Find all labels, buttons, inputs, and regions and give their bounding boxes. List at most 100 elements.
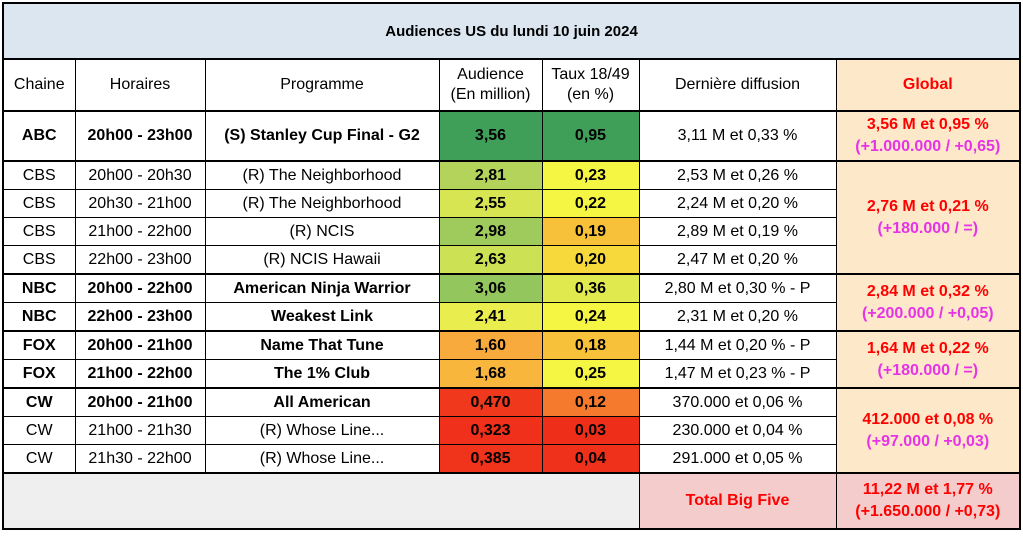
header-horaires: Horaires (74, 58, 206, 112)
cell-programme: Name That Tune (204, 330, 440, 360)
cell-taux: 0,36 (541, 273, 640, 303)
cell-derniere-diffusion: 1,44 M et 0,20 % - P (638, 330, 837, 360)
cell-derniere-diffusion: 1,47 M et 0,23 % - P (638, 359, 837, 389)
cell-horaires: 21h00 - 22h00 (74, 217, 206, 246)
cell-programme: (R) The Neighborhood (204, 189, 440, 218)
cell-derniere-diffusion: 2,31 M et 0,20 % (638, 302, 837, 332)
cell-taux: 0,23 (541, 160, 640, 190)
cell-audience: 2,81 (438, 160, 543, 190)
cell-chaine: NBC (2, 302, 76, 332)
cell-programme: (S) Stanley Cup Final - G2 (204, 110, 440, 162)
cell-horaires: 20h00 - 20h30 (74, 160, 206, 190)
header-audience-line1: Audience (457, 66, 524, 83)
table-row: CBS 20h30 - 21h00 (R) The Neighborhood 2… (2, 189, 1020, 218)
header-global: Global (835, 58, 1022, 112)
cell-taux: 0,95 (541, 110, 640, 162)
table-row: NBC 20h00 - 22h00 American Ninja Warrior… (2, 273, 1022, 332)
cell-derniere-diffusion: 2,53 M et 0,26 % (638, 160, 837, 190)
cell-programme: (R) The Neighborhood (204, 160, 440, 190)
cell-horaires: 20h00 - 21h00 (74, 387, 206, 417)
header-programme: Programme (204, 58, 440, 112)
global-nbc-line1: 2,84 M et 0,32 % (866, 282, 989, 300)
global-fox-line2: (+180.000 / =) (877, 361, 979, 379)
table-row: CBS 21h00 - 22h00 (R) NCIS 2,98 0,19 2,8… (2, 217, 1020, 246)
table-row: CW 20h00 - 21h00 All American 0,470 0,12… (2, 387, 1022, 474)
cell-derniere-diffusion: 2,89 M et 0,19 % (638, 217, 837, 246)
cell-taux: 0,18 (541, 330, 640, 360)
table-row: CBS 22h00 - 23h00 (R) NCIS Hawaii 2,63 0… (2, 245, 1020, 275)
cell-chaine: CW (2, 444, 76, 474)
cell-derniere-diffusion: 2,47 M et 0,20 % (638, 245, 837, 275)
global-abc-line2: (+1.000.000 / +0,65) (855, 138, 1001, 155)
total-label: Total Big Five (638, 472, 837, 530)
total-value-line1: 11,22 M et 1,77 % (862, 481, 993, 498)
cell-horaires: 22h00 - 23h00 (74, 245, 206, 275)
cell-taux: 0,04 (541, 444, 640, 474)
header-audience: Audience (En million) (438, 58, 543, 112)
global-cw: 412.000 et 0,08 % (+97.000 / +0,03) (835, 387, 1022, 474)
cell-derniere-diffusion: 2,80 M et 0,30 % - P (638, 273, 837, 303)
header-taux-line2: (en %) (566, 86, 615, 103)
cell-audience: 0,470 (438, 387, 543, 417)
cell-programme: (R) Whose Line... (204, 416, 440, 445)
global-cw-line1: 412.000 et 0,08 % (862, 410, 994, 428)
cell-horaires: 20h00 - 22h00 (74, 273, 206, 303)
cell-horaires: 21h00 - 21h30 (74, 416, 206, 445)
global-fox: 1,64 M et 0,22 % (+180.000 / =) (835, 330, 1022, 389)
table-row: FOX 20h00 - 21h00 Name That Tune 1,60 0,… (2, 330, 1022, 389)
cell-derniere-diffusion: 230.000 et 0,04 % (638, 416, 837, 445)
total-value-line2: (+1.650.000 / +0,73) (855, 503, 1001, 520)
cell-programme: (R) NCIS (204, 217, 440, 246)
cell-audience: 2,41 (438, 302, 543, 332)
cell-audience: 3,06 (438, 273, 543, 303)
cell-horaires: 20h00 - 23h00 (74, 110, 206, 162)
header-taux-line1: Taux 18/49 (551, 66, 630, 83)
cell-chaine: FOX (2, 330, 76, 360)
cell-chaine: ABC (2, 110, 76, 162)
global-nbc: 2,84 M et 0,32 % (+200.000 / +0,05) (835, 273, 1022, 332)
header-taux: Taux 18/49 (en %) (541, 58, 640, 112)
cell-audience: 2,55 (438, 189, 543, 218)
cell-taux: 0,03 (541, 416, 640, 445)
cell-chaine: CBS (2, 217, 76, 246)
cell-horaires: 20h00 - 21h00 (74, 330, 206, 360)
total-blank (2, 472, 640, 530)
cell-programme: American Ninja Warrior (204, 273, 440, 303)
cell-chaine: FOX (2, 359, 76, 389)
global-abc-line1: 3,56 M et 0,95 % (866, 116, 989, 133)
cell-chaine: CW (2, 416, 76, 445)
table-row: CW 21h00 - 21h30 (R) Whose Line... 0,323… (2, 416, 1020, 445)
cell-derniere-diffusion: 370.000 et 0,06 % (638, 387, 837, 417)
header-derniere-diffusion: Dernière diffusion (638, 58, 837, 112)
cell-audience: 2,98 (438, 217, 543, 246)
cell-chaine: CBS (2, 160, 76, 190)
cell-horaires: 22h00 - 23h00 (74, 302, 206, 332)
cell-audience: 1,68 (438, 359, 543, 389)
table-title: Audiences US du lundi 10 juin 2024 (1, 2, 1022, 60)
cell-programme: All American (204, 387, 440, 417)
global-cbs: 2,76 M et 0,21 % (+180.000 / =) (835, 160, 1022, 275)
cell-horaires: 21h30 - 22h00 (74, 444, 206, 474)
cell-programme: (R) Whose Line... (204, 444, 440, 474)
cell-audience: 3,56 (438, 110, 543, 162)
global-cbs-line1: 2,76 M et 0,21 % (866, 197, 989, 215)
cell-horaires: 21h00 - 22h00 (74, 359, 206, 389)
cell-derniere-diffusion: 2,24 M et 0,20 % (638, 189, 837, 218)
ratings-table: Audiences US du lundi 10 juin 2024 Chain… (1, 2, 1022, 530)
cell-chaine: NBC (2, 273, 76, 303)
cell-audience: 2,63 (438, 245, 543, 275)
cell-chaine: CBS (2, 245, 76, 275)
cell-taux: 0,22 (541, 189, 640, 218)
table-row: CW 21h30 - 22h00 (R) Whose Line... 0,385… (2, 444, 1020, 474)
cell-audience: 0,385 (438, 444, 543, 474)
header-chaine: Chaine (2, 58, 76, 112)
cell-taux: 0,20 (541, 245, 640, 275)
cell-programme: (R) NCIS Hawaii (204, 245, 440, 275)
table-row: ABC 20h00 - 23h00 (S) Stanley Cup Final … (2, 110, 1022, 162)
cell-audience: 0,323 (438, 416, 543, 445)
cell-taux: 0,19 (541, 217, 640, 246)
cell-chaine: CBS (2, 189, 76, 218)
table-row: NBC 22h00 - 23h00 Weakest Link 2,41 0,24… (2, 302, 1020, 332)
global-nbc-line2: (+200.000 / +0,05) (861, 304, 994, 322)
